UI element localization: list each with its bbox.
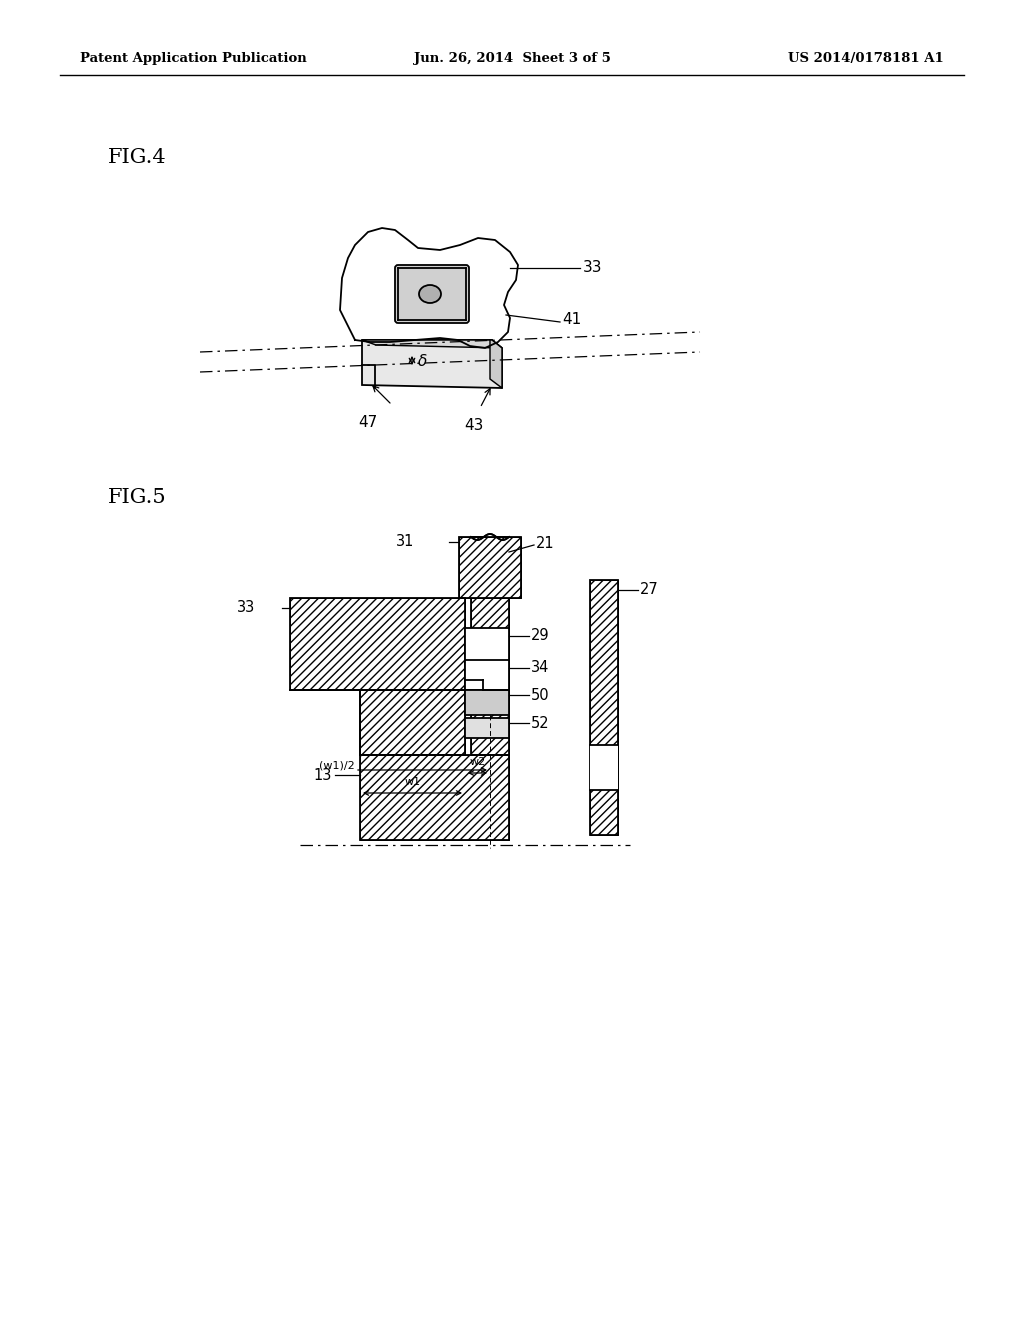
FancyBboxPatch shape bbox=[395, 265, 469, 323]
Polygon shape bbox=[465, 690, 509, 715]
Polygon shape bbox=[360, 755, 509, 840]
Text: Patent Application Publication: Patent Application Publication bbox=[80, 51, 307, 65]
Text: 21: 21 bbox=[536, 536, 555, 550]
Polygon shape bbox=[590, 579, 618, 836]
Polygon shape bbox=[360, 690, 465, 755]
Text: 27: 27 bbox=[640, 582, 658, 598]
Polygon shape bbox=[471, 537, 509, 755]
Text: US 2014/0178181 A1: US 2014/0178181 A1 bbox=[788, 51, 944, 65]
Polygon shape bbox=[459, 537, 521, 598]
Text: 31: 31 bbox=[395, 533, 414, 549]
Text: w1: w1 bbox=[404, 777, 421, 787]
Polygon shape bbox=[465, 718, 509, 738]
Text: FIG.5: FIG.5 bbox=[108, 488, 167, 507]
Polygon shape bbox=[471, 535, 509, 540]
Ellipse shape bbox=[419, 285, 441, 304]
Polygon shape bbox=[362, 341, 502, 388]
Polygon shape bbox=[290, 598, 465, 690]
Text: 13: 13 bbox=[313, 767, 332, 783]
Text: (w1)/2: (w1)/2 bbox=[319, 760, 355, 770]
Polygon shape bbox=[362, 341, 502, 348]
Text: 33: 33 bbox=[583, 260, 602, 276]
Text: 47: 47 bbox=[358, 414, 378, 430]
Text: δ: δ bbox=[418, 355, 427, 370]
Text: 52: 52 bbox=[531, 715, 550, 730]
Polygon shape bbox=[465, 628, 509, 680]
Polygon shape bbox=[590, 744, 618, 789]
Polygon shape bbox=[340, 228, 518, 348]
Text: Jun. 26, 2014  Sheet 3 of 5: Jun. 26, 2014 Sheet 3 of 5 bbox=[414, 51, 610, 65]
Text: 33: 33 bbox=[237, 601, 255, 615]
Text: w2: w2 bbox=[469, 756, 485, 767]
Text: FIG.4: FIG.4 bbox=[108, 148, 167, 168]
Text: 41: 41 bbox=[562, 313, 582, 327]
Text: 34: 34 bbox=[531, 660, 549, 676]
Text: 29: 29 bbox=[531, 628, 550, 644]
Polygon shape bbox=[490, 341, 502, 388]
Text: 43: 43 bbox=[464, 418, 483, 433]
Text: 50: 50 bbox=[531, 688, 550, 702]
Polygon shape bbox=[465, 660, 509, 690]
